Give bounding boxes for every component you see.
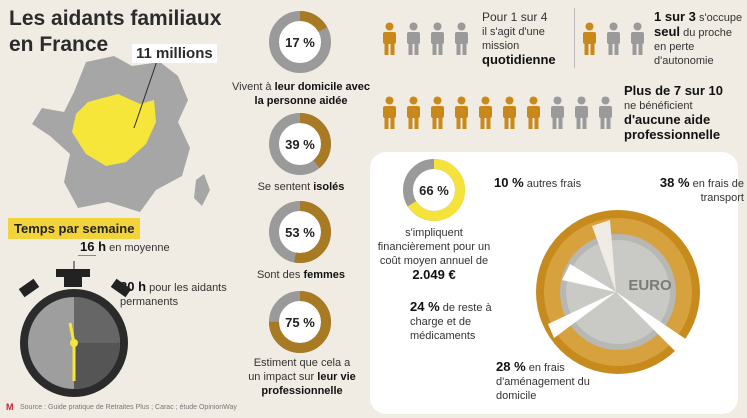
slice-other: 10 % autres frais (494, 175, 582, 191)
person-icon (527, 96, 540, 129)
people-row-daily (380, 22, 476, 61)
stat-domicile-text: Vivent à leur domicile avec la personne … (232, 81, 370, 107)
stopwatch-icon (18, 255, 132, 397)
person-icon (479, 96, 492, 129)
population-label: 11 millions (132, 44, 217, 63)
person-icon (431, 22, 444, 55)
slice-home: 28 % en frais d'aménagement du domicile (496, 359, 590, 403)
person-icon (383, 22, 396, 55)
stat-isoles-text: Se sentent isolés (257, 181, 345, 193)
donut-finance: 66 % (402, 158, 466, 222)
perm-time: 30 h pour les aidants permanents (120, 279, 227, 309)
donut-isoles: 39 % (268, 112, 332, 176)
publisher-logo: M (6, 402, 14, 412)
page-title: Les aidants familiaux en France (9, 7, 222, 56)
person-icon (583, 22, 596, 55)
person-icon (599, 96, 612, 129)
finance-text: s'impliquent financièrement pour un coût… (377, 227, 491, 282)
avg-time: 16 h en moyenne (80, 239, 170, 255)
person-icon (631, 22, 644, 55)
person-icon (455, 22, 468, 55)
slice-medicine: 24 % de reste à charge et de médicaments (410, 299, 492, 343)
donut-impact: 75 % (268, 290, 332, 354)
person-icon (575, 96, 588, 129)
stat-daily-text: Pour 1 sur 4 il s'agit d'une mission quo… (482, 10, 556, 67)
people-row-alone (580, 22, 652, 61)
person-icon (607, 22, 620, 55)
donut-domicile: 17 % (268, 10, 332, 74)
person-icon (407, 96, 420, 129)
person-icon (455, 96, 468, 129)
stat-femmes-text: Sont des femmes (256, 269, 346, 281)
france-map (32, 56, 210, 212)
stat-alone-text: 1 sur 3 s'occupe seul du proche en perte… (654, 9, 743, 68)
people-row-no-help (380, 96, 620, 135)
person-icon (407, 22, 420, 55)
source-text: Source : Guide pratique de Retraites Plu… (20, 404, 237, 411)
slice-transport: 38 % en frais de transport (659, 175, 744, 205)
time-section-label: Temps par semaine (8, 218, 141, 239)
person-icon (383, 96, 396, 129)
coin-euro-text: EURO (628, 277, 672, 294)
ile-de-france-region (72, 94, 156, 166)
donut-femmes: 53 % (268, 200, 332, 264)
stat-no-help-text: Plus de 7 sur 10 ne bénéficient d'aucune… (624, 83, 723, 142)
person-icon (503, 96, 516, 129)
person-icon (431, 96, 444, 129)
person-icon (551, 96, 564, 129)
corsica (194, 174, 210, 206)
euro-coin-icon: EURO (536, 210, 700, 374)
stat-impact-text: Estiment que cela a un impact sur leur v… (248, 357, 356, 397)
